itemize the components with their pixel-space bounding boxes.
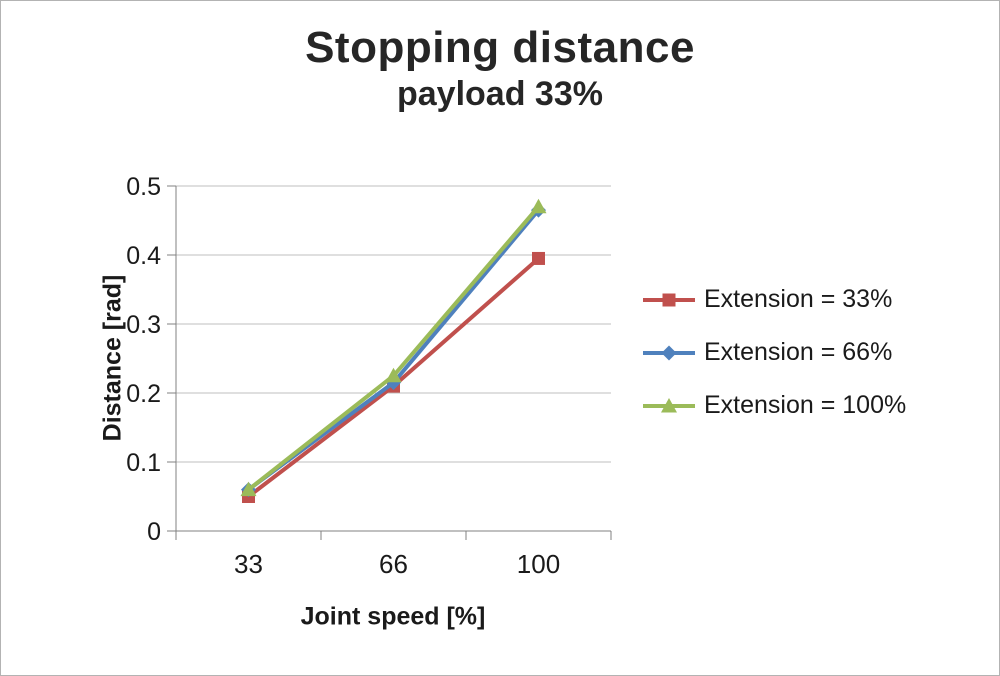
- diamond-marker: [661, 345, 677, 360]
- y-tick-label: 0.1: [126, 449, 161, 477]
- y-axis-title: Distance [rad]: [98, 274, 127, 442]
- x-tick-label: 66: [379, 549, 408, 579]
- triangle-marker: [240, 481, 257, 497]
- legend-label: Extension = 66%: [704, 338, 893, 366]
- legend: Extension = 33% Extension = 66% Extension …: [643, 285, 906, 420]
- square-marker: [532, 251, 545, 265]
- triangle-marker: [661, 397, 677, 412]
- triangle-marker: [385, 367, 402, 383]
- legend-label: Extension = 33%: [704, 285, 893, 313]
- series-line: [247, 205, 541, 492]
- square-marker: [662, 293, 676, 306]
- y-tick-label: 0.3: [126, 311, 161, 339]
- legend-item: Extension = 33%: [643, 285, 906, 314]
- legend-key-icon: [643, 397, 695, 412]
- legend-item: Extension = 100%: [643, 391, 906, 420]
- x-tick-label: 33: [234, 549, 263, 579]
- legend-item: Extension = 66%: [643, 338, 906, 367]
- x-tick-label: 100: [517, 549, 560, 579]
- y-tick-label: 0.2: [126, 380, 161, 408]
- series-line: [247, 208, 541, 492]
- triangle-marker: [530, 198, 547, 214]
- chart-title: Stopping distance: [305, 23, 695, 72]
- legend-label: Extension = 100%: [704, 391, 907, 419]
- legend-key-icon: [643, 293, 695, 306]
- y-tick-label: 0: [147, 518, 161, 546]
- legend-key-icon: [643, 345, 695, 360]
- chart-header: Stopping distance payload 33%: [1, 23, 999, 114]
- x-axis-title: Joint speed [%]: [300, 602, 486, 631]
- y-tick-label: 0.4: [126, 242, 161, 270]
- chart-subtitle: payload 33%: [397, 75, 603, 113]
- y-tick-label: 0.5: [126, 173, 161, 201]
